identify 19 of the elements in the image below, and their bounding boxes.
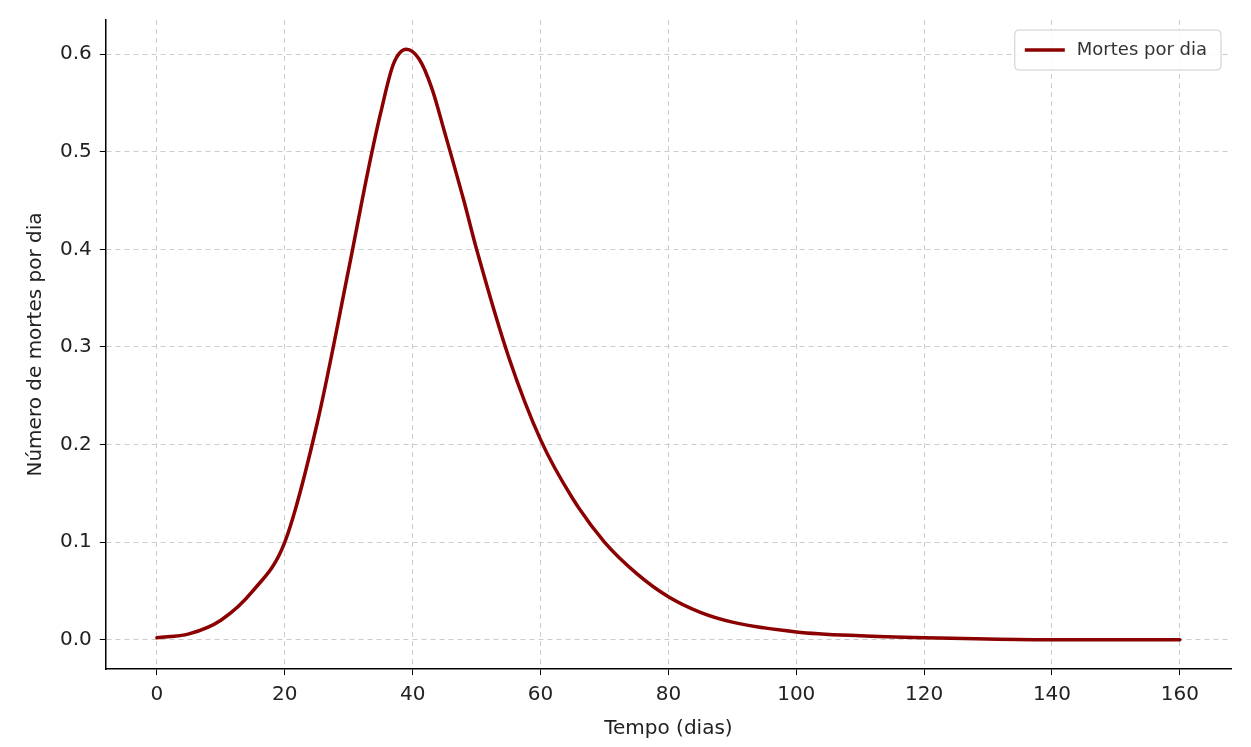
x-tick-label: 20 [272, 681, 298, 706]
x-tick-label: 40 [399, 681, 426, 706]
legend-label: Mortes por dia [1076, 37, 1208, 59]
x-tick-label: 160 [1160, 681, 1199, 706]
x-axis-title: Tempo (dias) [603, 715, 733, 740]
x-tick-label: 100 [777, 681, 816, 706]
y-tick-label: 0.5 [59, 137, 92, 162]
y-tick-label: 0.2 [59, 430, 92, 455]
x-tick-label: 140 [1032, 681, 1072, 706]
x-tick-label: 80 [655, 681, 682, 706]
x-tick-label: 60 [527, 681, 554, 706]
y-tick-label: 0.4 [59, 235, 92, 260]
y-tick-label: 0.3 [59, 333, 92, 358]
x-tick-label: 0 [150, 681, 164, 706]
y-tick-label: 0.6 [59, 40, 92, 65]
y-tick-label: 0.1 [59, 528, 92, 553]
x-tick-label: 120 [905, 681, 944, 706]
y-tick-label: 0.0 [59, 625, 92, 650]
y-axis-title: Número de mortes por dia [22, 212, 47, 477]
